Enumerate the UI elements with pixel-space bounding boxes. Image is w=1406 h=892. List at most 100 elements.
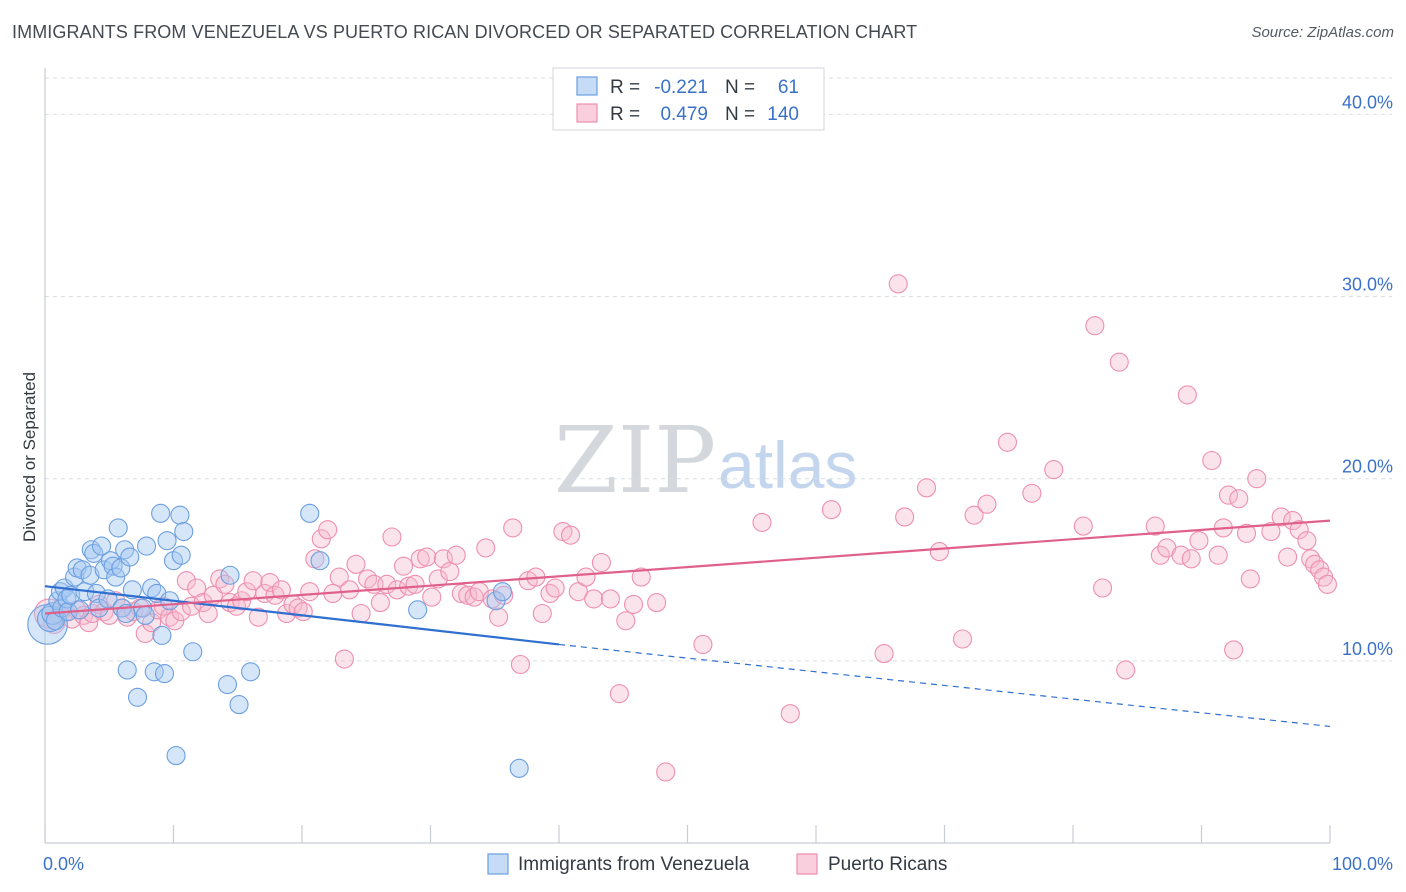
venezuela-point <box>183 642 203 662</box>
legend-n-value-pink: 140 <box>767 104 799 125</box>
venezuela-point <box>151 503 171 523</box>
axes: 10.0% 20.0% 30.0% 40.0% 0.0% 100.0% <box>43 68 1393 874</box>
puerto-rican-point <box>1297 531 1317 551</box>
x-tick-label-end: 100.0% <box>1332 854 1393 874</box>
puerto-rican-point <box>215 574 235 594</box>
puerto-rican-point <box>997 432 1018 452</box>
legend-n-value-blue: 61 <box>778 77 799 98</box>
puerto-rican-point <box>1145 516 1165 536</box>
puerto-rican-point <box>271 580 291 600</box>
puerto-rican-point <box>1229 489 1249 509</box>
venezuela-point <box>152 625 172 645</box>
puerto-rican-point <box>600 589 620 609</box>
puerto-rican-point <box>176 571 196 591</box>
puerto-rican-point <box>346 554 366 574</box>
puerto-rican-point <box>532 603 552 624</box>
venezuela-point <box>509 758 529 778</box>
watermark: ZIP atlas <box>554 407 857 514</box>
puerto-rican-point <box>1181 549 1201 569</box>
puerto-rican-point <box>339 580 360 600</box>
puerto-rican-point <box>545 578 565 598</box>
y-tick-label: 40.0% <box>1342 92 1393 112</box>
puerto-rican-point <box>1271 507 1291 527</box>
puerto-rican-point <box>300 582 320 602</box>
puerto-rican-point <box>422 587 442 607</box>
x-tick-label-start: 0.0% <box>43 854 84 874</box>
puerto-rican-point <box>440 562 460 582</box>
y-axis-label: Divorced or Separated <box>20 372 39 542</box>
puerto-rican-point <box>458 585 478 605</box>
puerto-rican-point <box>821 500 841 520</box>
watermark-atlas: atlas <box>718 428 857 502</box>
puerto-rican-point <box>1177 385 1197 405</box>
venezuela-point <box>310 551 330 571</box>
puerto-rican-point <box>916 478 937 498</box>
puerto-rican-point <box>405 574 425 594</box>
puerto-rican-point <box>1085 316 1105 336</box>
puerto-rican-point <box>393 556 414 576</box>
chart-title: IMMIGRANTS FROM VENEZUELA VS PUERTO RICA… <box>12 22 918 42</box>
puerto-rican-point <box>248 607 268 627</box>
puerto-rican-point <box>647 593 667 613</box>
puerto-rican-point <box>1073 516 1093 536</box>
puerto-rican-point <box>693 634 713 655</box>
puerto-rican-point <box>1044 460 1064 480</box>
venezuela-point <box>108 518 128 538</box>
puerto-rican-point <box>752 512 772 532</box>
bottom-legend-label-venezuela: Immigrants from Venezuela <box>518 854 750 875</box>
puerto-rican-point <box>609 684 629 704</box>
puerto-rican-point <box>952 629 973 649</box>
puerto-rican-point <box>540 583 560 604</box>
puerto-ricans-points <box>33 274 1337 782</box>
venezuela-point <box>122 580 142 600</box>
trend-lines <box>44 519 1331 728</box>
venezuela-point <box>241 662 261 682</box>
legend-swatch-pink <box>576 103 598 123</box>
puerto-rican-point <box>1189 531 1209 551</box>
venezuela-trend-line <box>44 585 560 646</box>
puerto-rican-point <box>198 603 218 624</box>
puerto-rican-point <box>357 569 378 589</box>
puerto-rican-point <box>382 527 402 547</box>
puerto-rican-point <box>895 507 915 527</box>
venezuela-point <box>117 660 137 680</box>
puerto-rican-point <box>243 571 263 591</box>
venezuela-point <box>154 664 175 684</box>
puerto-rican-point <box>964 505 984 525</box>
venezuela-point <box>106 567 126 587</box>
venezuela-point <box>174 521 194 542</box>
puerto-rican-point <box>1317 574 1337 594</box>
puerto-rican-point <box>1240 569 1260 589</box>
puerto-rican-point <box>1236 523 1257 543</box>
puerto-rican-point <box>1247 469 1267 489</box>
venezuela-point <box>135 605 155 625</box>
puerto-rican-point <box>260 572 280 593</box>
puerto-rican-point <box>293 602 313 622</box>
puerto-rican-point <box>387 580 407 600</box>
puerto-rican-point <box>106 591 126 611</box>
legend-r-value-blue: -0.221 <box>654 77 708 98</box>
venezuela-point <box>136 536 157 556</box>
puerto-rican-point <box>510 654 531 675</box>
puerto-rican-point <box>977 494 997 514</box>
legend-n-label-blue: N = <box>725 77 755 98</box>
venezuela-point <box>157 531 177 551</box>
puerto-rican-point <box>1208 545 1228 565</box>
puerto-rican-point <box>410 549 430 569</box>
puerto-rican-point <box>1150 545 1170 565</box>
venezuela-points <box>27 503 529 778</box>
legend-r-label-pink: R = <box>610 104 640 125</box>
puerto-rican-point <box>503 518 523 538</box>
puerto-rican-point <box>631 567 651 587</box>
venezuela-point <box>127 687 148 707</box>
puerto-rican-point <box>1278 547 1298 567</box>
puerto-rican-point <box>1261 521 1281 542</box>
puerto-rican-point <box>417 547 437 567</box>
venezuela-trend-extension <box>558 643 1331 728</box>
puerto-rican-point <box>1224 640 1244 660</box>
venezuela-point <box>408 600 428 620</box>
bottom-legend-swatch-pink <box>796 853 818 875</box>
puerto-rican-point <box>561 525 581 545</box>
venezuela-point <box>217 674 238 695</box>
bottom-legend-swatch-blue <box>487 853 509 875</box>
